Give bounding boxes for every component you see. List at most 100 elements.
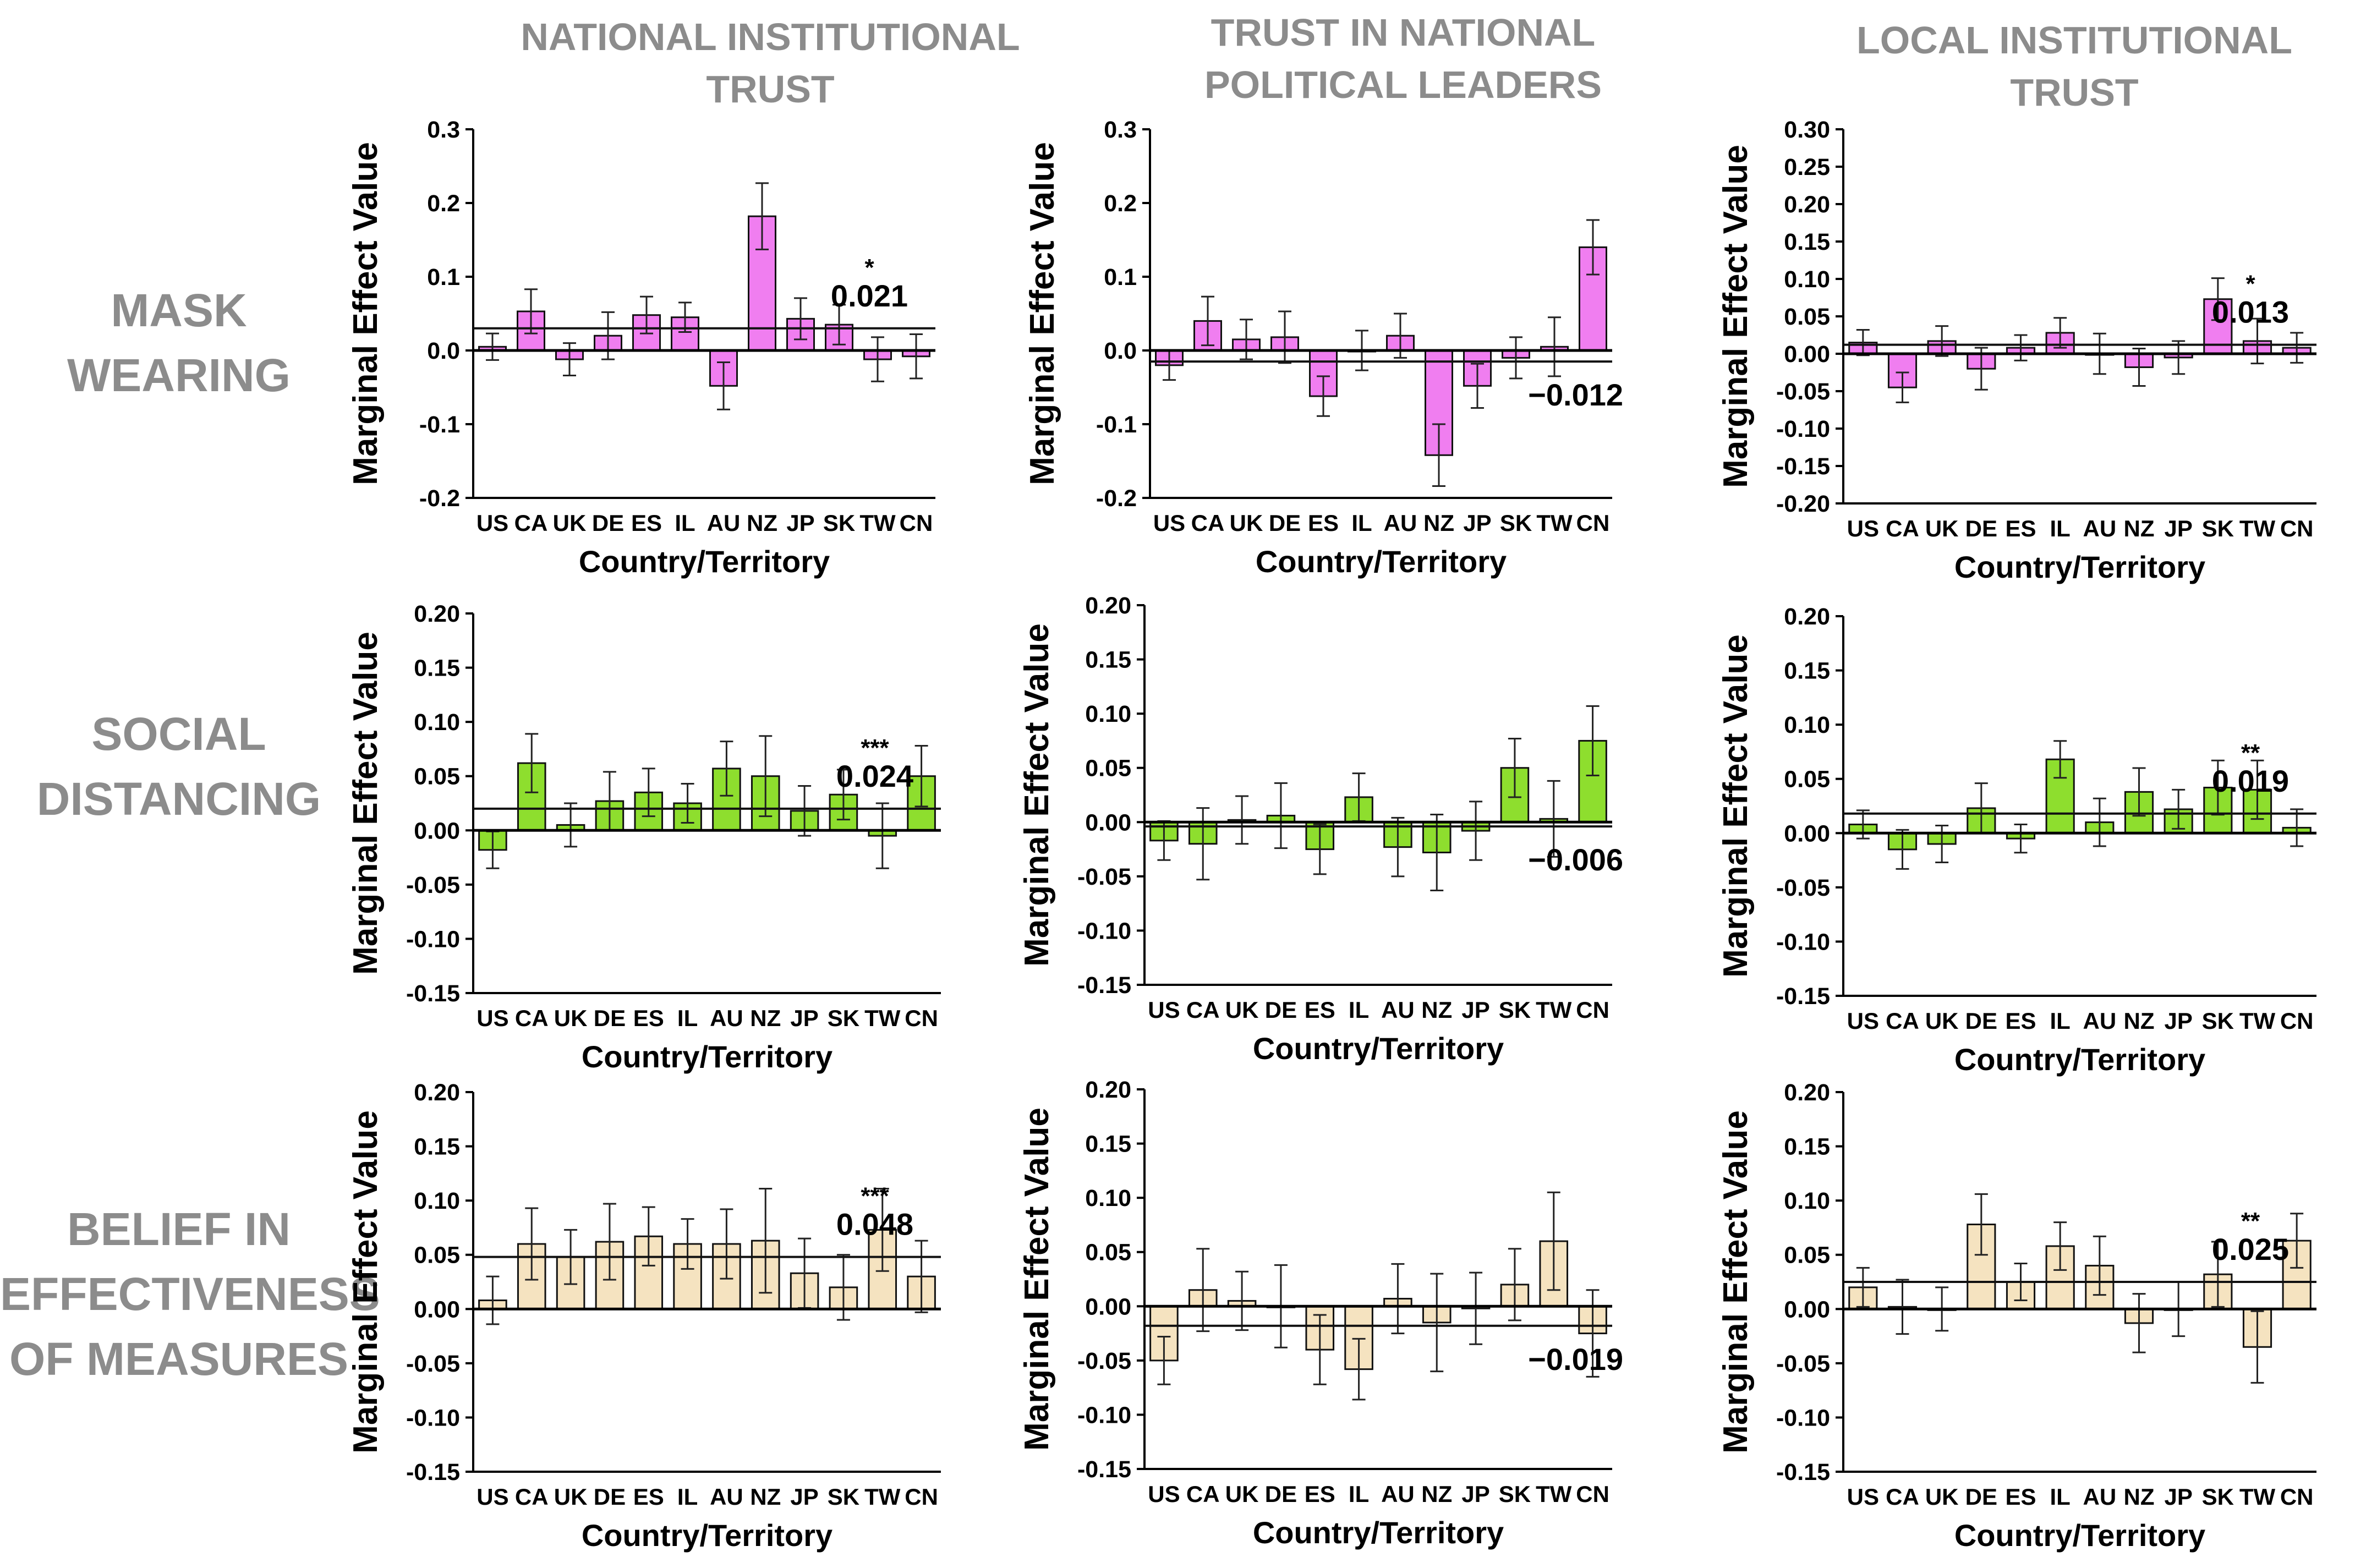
x-tick-label-JP: JP	[2164, 516, 2192, 541]
x-tick-label-UK: UK	[554, 1005, 588, 1031]
significance-stars: *	[2245, 271, 2255, 298]
x-tick-label-TW: TW	[859, 510, 896, 536]
x-tick-label-CA: CA	[1191, 510, 1225, 536]
x-tick-label-SK: SK	[1500, 510, 1532, 536]
x-tick-label-CN: CN	[1576, 1481, 1609, 1507]
y-tick-label: 0.00	[414, 818, 460, 844]
x-tick-label-CN: CN	[1576, 997, 1609, 1023]
x-tick-label-TW: TW	[2239, 1008, 2276, 1034]
x-tick-label-ES: ES	[631, 510, 662, 536]
annotation-value: 0.021	[831, 278, 908, 313]
y-tick-label: -0.10	[1776, 1405, 1830, 1431]
annotation-value: −0.019	[1528, 1342, 1623, 1377]
y-tick-label: 0.10	[414, 709, 460, 736]
x-tick-label-US: US	[477, 510, 508, 536]
chart-7: 0.20 0.15 0.10 0.05 0.00 -0.05 -0.10 -0.15 US CA U…	[1018, 1077, 1623, 1550]
x-tick-label-UK: UK	[554, 1484, 588, 1510]
x-tick-label-CA: CA	[1886, 516, 1919, 541]
x-tick-label-JP: JP	[2164, 1484, 2192, 1510]
x-tick-label-JP: JP	[790, 1005, 818, 1031]
y-tick-label: -0.15	[406, 980, 460, 1007]
y-tick-label: 0.00	[1784, 1296, 1830, 1323]
x-tick-label-US: US	[1148, 1481, 1180, 1507]
x-tick-label-NZ: NZ	[750, 1484, 781, 1510]
chart-0: 0.3 0.2 0.1 0.0 -0.1 -0.2 US CA UK DE ES IL AU NZ JP SK…	[347, 117, 935, 579]
x-tick-label-IL: IL	[677, 1484, 698, 1510]
x-tick-label-IL: IL	[2050, 1484, 2071, 1510]
x-tick-label-US: US	[1847, 1008, 1879, 1034]
x-tick-label-NZ: NZ	[747, 510, 777, 536]
y-tick-label: 0.10	[1085, 701, 1131, 727]
x-tick-label-ES: ES	[633, 1484, 664, 1510]
y-tick-label: -0.1	[1096, 412, 1137, 438]
y-tick-label: -0.05	[406, 872, 460, 898]
x-tick-label-CA: CA	[515, 1005, 549, 1031]
y-axis-label: Marginal Effect Value	[1717, 634, 1755, 978]
chart-1: 0.3 0.2 0.1 0.0 -0.1 -0.2 US CA UK DE ES IL AU NZ JP SK…	[1023, 117, 1623, 579]
annotation-value: 0.048	[836, 1207, 913, 1242]
x-tick-label-NZ: NZ	[1421, 997, 1452, 1023]
x-tick-label-CA: CA	[515, 1484, 549, 1510]
x-tick-label-SK: SK	[1499, 1481, 1531, 1507]
y-tick-label: 0.10	[1784, 1188, 1830, 1214]
x-tick-label-ES: ES	[2005, 1484, 2036, 1510]
x-tick-label-UK: UK	[1225, 997, 1259, 1023]
x-tick-label-SK: SK	[2202, 516, 2234, 541]
y-tick-label: 0.15	[1784, 229, 1830, 255]
y-tick-label: 0.05	[1784, 766, 1830, 793]
x-tick-label-SK: SK	[2202, 1008, 2234, 1034]
annotation-value: −0.006	[1528, 842, 1623, 877]
y-tick-label: 0.00	[1085, 1293, 1131, 1320]
y-tick-label: 0.1	[1104, 264, 1137, 290]
chart-4: 0.20 0.15 0.10 0.05 0.00 -0.05 -0.10 -0.15 US CA U…	[1018, 593, 1623, 1066]
y-tick-label: -0.05	[1077, 1348, 1131, 1374]
y-axis-label: Marginal Effect Value	[347, 142, 385, 485]
x-tick-label-IL: IL	[2050, 516, 2071, 541]
x-tick-label-IL: IL	[675, 510, 695, 536]
x-tick-label-CN: CN	[1576, 510, 1610, 536]
x-tick-label-NZ: NZ	[2124, 1008, 2155, 1034]
y-tick-label: 0.15	[1085, 647, 1131, 673]
y-tick-label: 0.15	[1784, 658, 1830, 684]
y-tick-label: 0.0	[427, 338, 460, 364]
x-axis-label: Country/Territory	[1954, 1518, 2205, 1553]
x-tick-label-ES: ES	[1305, 1481, 1335, 1507]
y-tick-label: -0.2	[1096, 485, 1137, 512]
y-tick-label: 0.1	[427, 264, 460, 290]
x-axis-label: Country/Territory	[582, 1518, 833, 1553]
annotation-value: 0.013	[2212, 295, 2289, 330]
y-tick-label: -0.1	[419, 412, 460, 438]
y-tick-label: 0.30	[1784, 117, 1830, 143]
x-tick-label-UK: UK	[1925, 1484, 1959, 1510]
x-tick-label-JP: JP	[2164, 1008, 2192, 1034]
x-tick-label-CN: CN	[900, 510, 933, 536]
y-axis-label: Marginal Effect Value	[1717, 145, 1755, 488]
x-tick-label-ES: ES	[633, 1005, 664, 1031]
chart-2: 0.30 0.25 0.20 0.15 0.10 0.05 0.00 -0.05 -0.10 -0…	[1717, 117, 2316, 584]
y-tick-label: 0.20	[1784, 604, 1830, 630]
x-tick-label-US: US	[1847, 1484, 1879, 1510]
y-tick-label: 0.15	[414, 1134, 460, 1160]
y-tick-label: -0.10	[1776, 929, 1830, 955]
y-tick-label: -0.15	[1776, 453, 1830, 480]
y-tick-label: 0.00	[1784, 820, 1830, 847]
significance-stars: ***	[861, 734, 889, 761]
y-tick-label: 0.2	[1104, 190, 1137, 217]
x-axis-label: Country/Territory	[579, 544, 830, 579]
x-tick-label-ES: ES	[1308, 510, 1339, 536]
y-tick-label: -0.15	[1077, 1456, 1131, 1483]
x-tick-label-AU: AU	[1384, 510, 1417, 536]
x-tick-label-CN: CN	[2280, 516, 2314, 541]
annotation-value: 0.019	[2212, 764, 2289, 798]
x-tick-label-TW: TW	[864, 1005, 901, 1031]
x-tick-label-US: US	[1153, 510, 1185, 536]
y-tick-label: 0.10	[1085, 1185, 1131, 1211]
x-tick-label-CA: CA	[1186, 997, 1220, 1023]
y-tick-label: -0.2	[419, 485, 460, 512]
y-tick-label: -0.05	[1776, 875, 1830, 901]
x-tick-label-IL: IL	[1349, 1481, 1369, 1507]
y-tick-label: 0.00	[1085, 809, 1131, 836]
y-axis-label: Marginal Effect Value	[1023, 142, 1061, 485]
y-tick-label: -0.15	[1776, 1459, 1830, 1485]
